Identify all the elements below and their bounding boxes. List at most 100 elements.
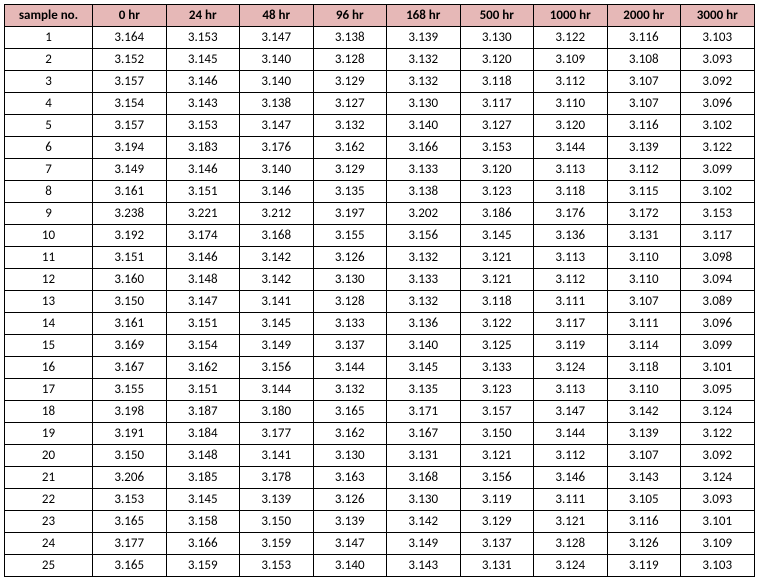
value-cell: 3.187 <box>166 401 240 423</box>
value-cell: 3.140 <box>387 335 461 357</box>
table-row: 33.1573.1463.1403.1293.1323.1183.1123.10… <box>5 71 755 93</box>
value-cell: 3.206 <box>93 467 167 489</box>
value-cell: 3.142 <box>240 269 314 291</box>
value-cell: 3.153 <box>240 555 314 577</box>
value-cell: 3.145 <box>460 225 534 247</box>
value-cell: 3.138 <box>240 93 314 115</box>
value-cell: 3.112 <box>534 269 608 291</box>
value-cell: 3.137 <box>460 533 534 555</box>
table-row: 163.1673.1623.1563.1443.1453.1333.1243.1… <box>5 357 755 379</box>
value-cell: 3.124 <box>681 401 755 423</box>
value-cell: 3.123 <box>460 181 534 203</box>
value-cell: 3.099 <box>681 159 755 181</box>
table-row: 243.1773.1663.1593.1473.1493.1373.1283.1… <box>5 533 755 555</box>
value-cell: 3.191 <box>93 423 167 445</box>
value-cell: 3.140 <box>240 159 314 181</box>
value-cell: 3.110 <box>607 269 681 291</box>
value-cell: 3.138 <box>387 181 461 203</box>
value-cell: 3.132 <box>313 115 387 137</box>
value-cell: 3.128 <box>313 49 387 71</box>
value-cell: 3.140 <box>240 71 314 93</box>
value-cell: 3.131 <box>607 225 681 247</box>
value-cell: 3.161 <box>93 181 167 203</box>
value-cell: 3.186 <box>460 203 534 225</box>
table-row: 203.1503.1483.1413.1303.1313.1213.1123.1… <box>5 445 755 467</box>
value-cell: 3.128 <box>313 291 387 313</box>
table-row: 213.2063.1853.1783.1633.1683.1563.1463.1… <box>5 467 755 489</box>
value-cell: 3.120 <box>534 115 608 137</box>
value-cell: 3.164 <box>93 27 167 49</box>
value-cell: 3.144 <box>313 357 387 379</box>
value-cell: 3.153 <box>460 137 534 159</box>
value-cell: 3.129 <box>313 159 387 181</box>
value-cell: 3.168 <box>240 225 314 247</box>
value-cell: 3.122 <box>534 27 608 49</box>
value-cell: 3.121 <box>460 269 534 291</box>
value-cell: 3.147 <box>240 27 314 49</box>
value-cell: 3.150 <box>460 423 534 445</box>
table-row: 73.1493.1463.1403.1293.1333.1203.1133.11… <box>5 159 755 181</box>
value-cell: 3.118 <box>534 181 608 203</box>
value-cell: 3.114 <box>607 335 681 357</box>
col-header-96hr: 96 hr <box>313 5 387 27</box>
value-cell: 3.168 <box>387 467 461 489</box>
value-cell: 3.093 <box>681 489 755 511</box>
value-cell: 3.132 <box>313 379 387 401</box>
value-cell: 3.198 <box>93 401 167 423</box>
value-cell: 3.113 <box>534 379 608 401</box>
table-row: 183.1983.1873.1803.1653.1713.1573.1473.1… <box>5 401 755 423</box>
value-cell: 3.108 <box>607 49 681 71</box>
sample-cell: 17 <box>5 379 93 401</box>
value-cell: 3.150 <box>93 445 167 467</box>
value-cell: 3.154 <box>166 335 240 357</box>
value-cell: 3.142 <box>387 511 461 533</box>
value-cell: 3.122 <box>460 313 534 335</box>
header-row: sample no. 0 hr 24 hr 48 hr 96 hr 168 hr… <box>5 5 755 27</box>
col-header-0hr: 0 hr <box>93 5 167 27</box>
sample-cell: 13 <box>5 291 93 313</box>
value-cell: 3.202 <box>387 203 461 225</box>
value-cell: 3.151 <box>166 313 240 335</box>
value-cell: 3.144 <box>240 379 314 401</box>
value-cell: 3.139 <box>313 511 387 533</box>
value-cell: 3.167 <box>93 357 167 379</box>
value-cell: 3.144 <box>534 423 608 445</box>
table-row: 93.2383.2213.2123.1973.2023.1863.1763.17… <box>5 203 755 225</box>
table-row: 143.1613.1513.1453.1333.1363.1223.1173.1… <box>5 313 755 335</box>
value-cell: 3.161 <box>93 313 167 335</box>
value-cell: 3.094 <box>681 269 755 291</box>
value-cell: 3.136 <box>387 313 461 335</box>
value-cell: 3.139 <box>387 27 461 49</box>
value-cell: 3.137 <box>313 335 387 357</box>
value-cell: 3.102 <box>681 181 755 203</box>
value-cell: 3.152 <box>93 49 167 71</box>
value-cell: 3.093 <box>681 49 755 71</box>
value-cell: 3.133 <box>313 313 387 335</box>
sample-cell: 7 <box>5 159 93 181</box>
value-cell: 3.159 <box>240 533 314 555</box>
value-cell: 3.176 <box>240 137 314 159</box>
value-cell: 3.089 <box>681 291 755 313</box>
table-row: 63.1943.1833.1763.1623.1663.1533.1443.13… <box>5 137 755 159</box>
value-cell: 3.180 <box>240 401 314 423</box>
sample-cell: 19 <box>5 423 93 445</box>
value-cell: 3.212 <box>240 203 314 225</box>
value-cell: 3.121 <box>460 445 534 467</box>
sample-cell: 15 <box>5 335 93 357</box>
value-cell: 3.150 <box>240 511 314 533</box>
value-cell: 3.156 <box>240 357 314 379</box>
value-cell: 3.146 <box>166 71 240 93</box>
value-cell: 3.118 <box>460 71 534 93</box>
sample-cell: 11 <box>5 247 93 269</box>
value-cell: 3.110 <box>607 379 681 401</box>
value-cell: 3.113 <box>534 159 608 181</box>
sample-cell: 24 <box>5 533 93 555</box>
value-cell: 3.132 <box>387 291 461 313</box>
sample-cell: 18 <box>5 401 93 423</box>
value-cell: 3.165 <box>93 511 167 533</box>
table-row: 233.1653.1583.1503.1393.1423.1293.1213.1… <box>5 511 755 533</box>
col-header-500hr: 500 hr <box>460 5 534 27</box>
value-cell: 3.117 <box>460 93 534 115</box>
value-cell: 3.153 <box>166 115 240 137</box>
value-cell: 3.124 <box>534 555 608 577</box>
